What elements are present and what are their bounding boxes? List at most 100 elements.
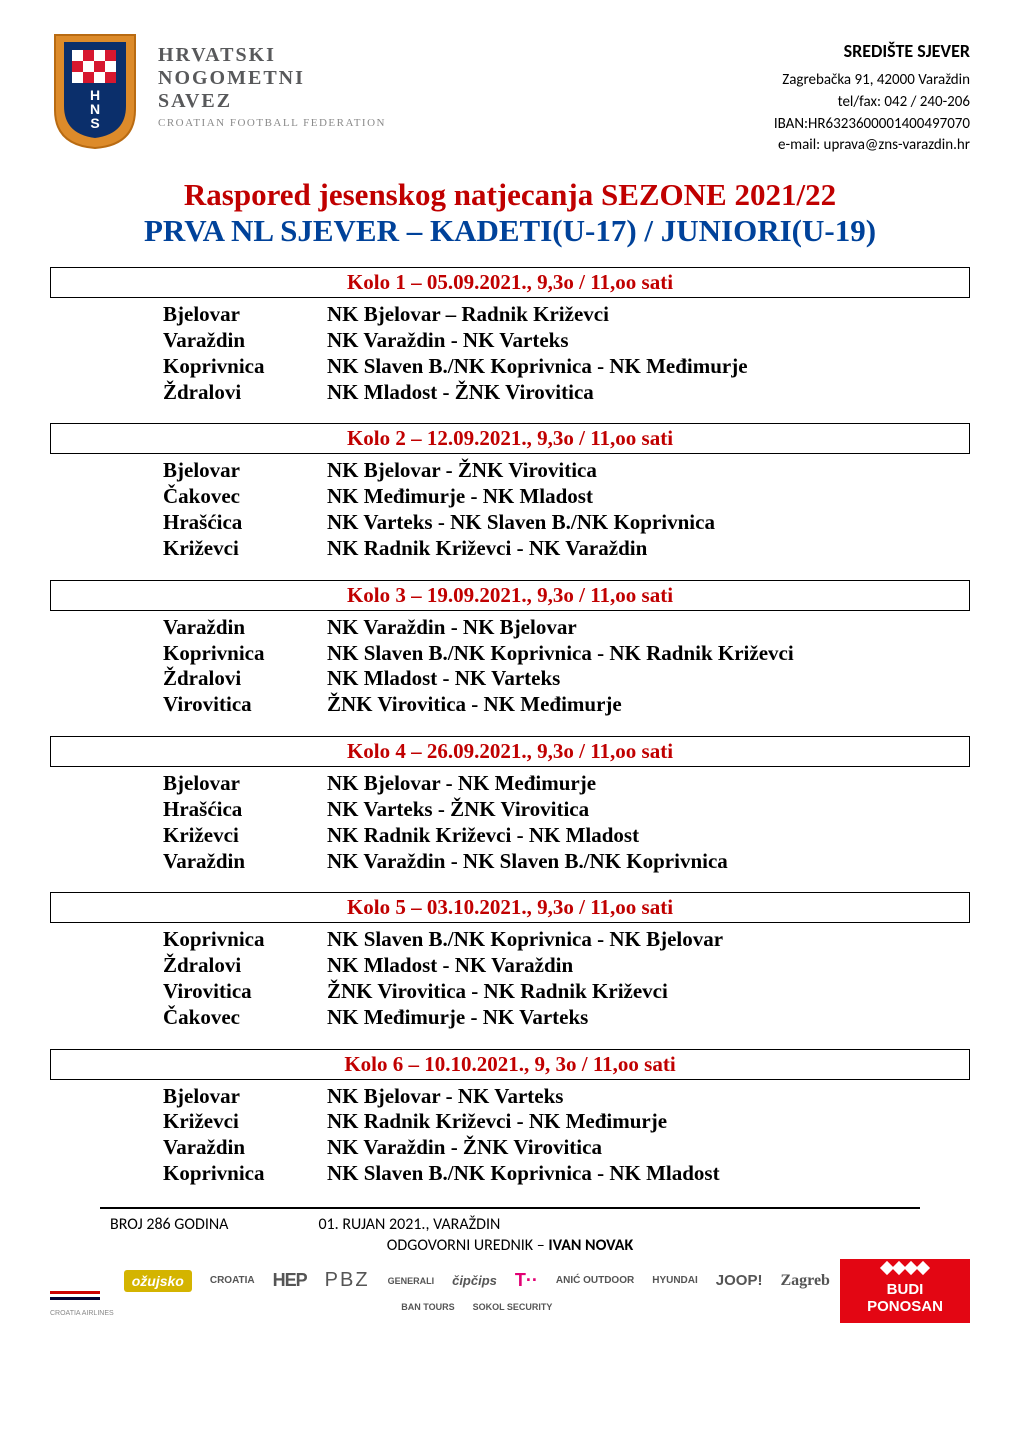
match-fixture: NK Slaven B./NK Koprivnica - NK Bjelovar [327,927,970,953]
match-fixture: NK Bjelovar – Radnik Križevci [327,302,970,328]
match-location: Čakovec [163,1005,327,1031]
header-left: H N S HRVATSKI NOGOMETNI SAVEZ CROATIAN … [50,30,386,150]
email: e-mail: uprava@zns-varazdin.hr [774,135,970,157]
airlines-logo: CROATIA AIRLINES [50,1265,114,1317]
matches-list: BjelovarNK Bjelovar – Radnik KriževciVar… [50,298,970,407]
round-block: Kolo 6 – 10.10.2021., 9, 3o / 11,oo sati… [50,1049,970,1189]
match-row: KriževciNK Radnik Križevci - NK Mladost [163,823,970,849]
match-fixture: NK Varaždin - NK Slaven B./NK Koprivnica [327,849,970,875]
footer-editor: ODGOVORNI UREDNIK – IVAN NOVAK [50,1236,970,1255]
match-row: KoprivnicaNK Slaven B./NK Koprivnica - N… [163,1161,970,1187]
match-fixture: NK Bjelovar - NK Međimurje [327,771,970,797]
match-fixture: NK Varaždin - NK Varteks [327,328,970,354]
round-block: Kolo 5 – 03.10.2021., 9,3o / 11,oo sati K… [50,892,970,1032]
match-fixture: NK Radnik Križevci - NK Varaždin [327,536,970,562]
sponsors-row: CROATIA AIRLINES ožujsko CROATIA HEP PBZ… [50,1259,970,1323]
sponsor-croatia: CROATIA [210,1275,255,1286]
header-right: SREDIŠTE SJEVER Zagrebačka 91, 42000 Var… [774,30,970,157]
iban: IBAN:HR6323600001400497070 [774,114,970,136]
match-row: KoprivnicaNK Slaven B./NK Koprivnica - N… [163,927,970,953]
match-location: Bjelovar [163,1084,327,1110]
match-location: Koprivnica [163,641,327,667]
round-header: Kolo 5 – 03.10.2021., 9,3o / 11,oo sati [50,892,970,923]
match-row: BjelovarNK Bjelovar - NK Međimurje [163,771,970,797]
match-fixture: NK Slaven B./NK Koprivnica - NK Radnik K… [327,641,970,667]
match-fixture: NK Slaven B./NK Koprivnica - NK Mladost [327,1161,970,1187]
round-header: Kolo 4 – 26.09.2021., 9,3o / 11,oo sati [50,736,970,767]
document-page: H N S HRVATSKI NOGOMETNI SAVEZ CROATIAN … [0,0,1020,1442]
match-location: Križevci [163,536,327,562]
match-fixture: NK Mladost - NK Varteks [327,666,970,692]
match-row: VaraždinNK Varaždin - ŽNK Virovitica [163,1135,970,1161]
svg-text:S: S [90,115,99,131]
matches-list: BjelovarNK Bjelovar - NK MeđimurjeHrašći… [50,767,970,876]
matches-list: VaraždinNK Varaždin - NK BjelovarKoprivn… [50,611,970,720]
match-fixture: NK Slaven B./NK Koprivnica - NK Međimurj… [327,354,970,380]
match-location: Križevci [163,1109,327,1135]
budi-ponosan-badge: BUDI PONOSAN [840,1259,970,1323]
match-fixture: NK Varteks - NK Slaven B./NK Koprivnica [327,510,970,536]
match-row: VaraždinNK Varaždin - NK Bjelovar [163,615,970,641]
sponsor-joop: JOOP! [716,1272,763,1289]
match-location: Virovitica [163,692,327,718]
match-row: KriževciNK Radnik Križevci - NK Međimurj… [163,1109,970,1135]
match-location: Koprivnica [163,1161,327,1187]
editor-name: IVAN NOVAK [548,1236,633,1255]
sponsor-cipcips: čipčips [452,1273,497,1288]
match-row: KoprivnicaNK Slaven B./NK Koprivnica - N… [163,354,970,380]
region-title: SREDIŠTE SJEVER [774,38,970,64]
hns-logo-icon: H N S [50,30,140,150]
header: H N S HRVATSKI NOGOMETNI SAVEZ CROATIAN … [50,30,970,157]
sponsor-ozujsko: ožujsko [124,1270,192,1292]
rounds-container: Kolo 1 – 05.09.2021., 9,3o / 11,oo satiB… [50,267,970,1189]
match-location: Bjelovar [163,771,327,797]
match-location: Ždralovi [163,380,327,406]
org-line4: CROATIAN FOOTBALL FEDERATION [158,117,386,129]
checker-icon [840,1263,970,1273]
sponsors-mid: ožujsko CROATIA HEP PBZ GENERALI čipčips… [122,1269,832,1312]
match-location: Varaždin [163,1135,327,1161]
match-location: Čakovec [163,484,327,510]
match-location: Križevci [163,823,327,849]
match-fixture: NK Radnik Križevci - NK Međimurje [327,1109,970,1135]
sponsor-sokol: SOKOL SECURITY [473,1302,553,1312]
footer-meta: BROJ 286 GODINA 01. RUJAN 2021., VARAŽDI… [50,1215,970,1234]
match-fixture: NK Varaždin - ŽNK Virovitica [327,1135,970,1161]
match-fixture: NK Varteks - ŽNK Virovitica [327,797,970,823]
match-row: ViroviticaŽNK Virovitica - NK Međimurje [163,692,970,718]
match-row: VaraždinNK Varaždin - NK Varteks [163,328,970,354]
issue-number: BROJ 286 GODINA [110,1215,228,1234]
round-block: Kolo 1 – 05.09.2021., 9,3o / 11,oo satiB… [50,267,970,407]
match-fixture: NK Bjelovar - NK Varteks [327,1084,970,1110]
sponsor-ban: BAN TOURS [401,1302,454,1312]
match-location: Hrašćica [163,797,327,823]
title-line2: PRVA NL SJEVER – KADETI(U-17) / JUNIORI(… [50,213,970,249]
address: Zagrebačka 91, 42000 Varaždin [774,70,970,92]
match-row: ViroviticaŽNK Virovitica - NK Radnik Kri… [163,979,970,1005]
round-header: Kolo 3 – 19.09.2021., 9,3o / 11,oo sati [50,580,970,611]
match-row: ŽdraloviNK Mladost - ŽNK Virovitica [163,380,970,406]
match-location: Bjelovar [163,458,327,484]
budi-ponosan-text: BUDI PONOSAN [867,1281,943,1315]
match-location: Virovitica [163,979,327,1005]
sponsor-hep: HEP [273,1270,307,1291]
match-fixture: NK Međimurje - NK Mladost [327,484,970,510]
round-header: Kolo 6 – 10.10.2021., 9, 3o / 11,oo sati [50,1049,970,1080]
round-block: Kolo 3 – 19.09.2021., 9,3o / 11,oo satiV… [50,580,970,720]
sponsor-anic: ANIĆ OUTDOOR [556,1275,634,1286]
match-fixture: NK Međimurje - NK Varteks [327,1005,970,1031]
match-location: Varaždin [163,615,327,641]
org-name: HRVATSKI NOGOMETNI SAVEZ CROATIAN FOOTBA… [158,30,386,129]
match-fixture: NK Mladost - NK Varaždin [327,953,970,979]
match-row: BjelovarNK Bjelovar - ŽNK Virovitica [163,458,970,484]
org-line3: SAVEZ [158,90,386,113]
match-row: ČakovecNK Međimurje - NK Varteks [163,1005,970,1031]
match-row: BjelovarNK Bjelovar – Radnik Križevci [163,302,970,328]
sponsor-zagreb: Zagreb [780,1272,829,1290]
match-location: Koprivnica [163,354,327,380]
match-fixture: NK Varaždin - NK Bjelovar [327,615,970,641]
round-block: Kolo 2 – 12.09.2021., 9,3o / 11,oo satiB… [50,423,970,563]
match-row: BjelovarNK Bjelovar - NK Varteks [163,1084,970,1110]
title-line1: Raspored jesenskog natjecanja SEZONE 202… [50,177,970,213]
match-fixture: NK Radnik Križevci - NK Mladost [327,823,970,849]
